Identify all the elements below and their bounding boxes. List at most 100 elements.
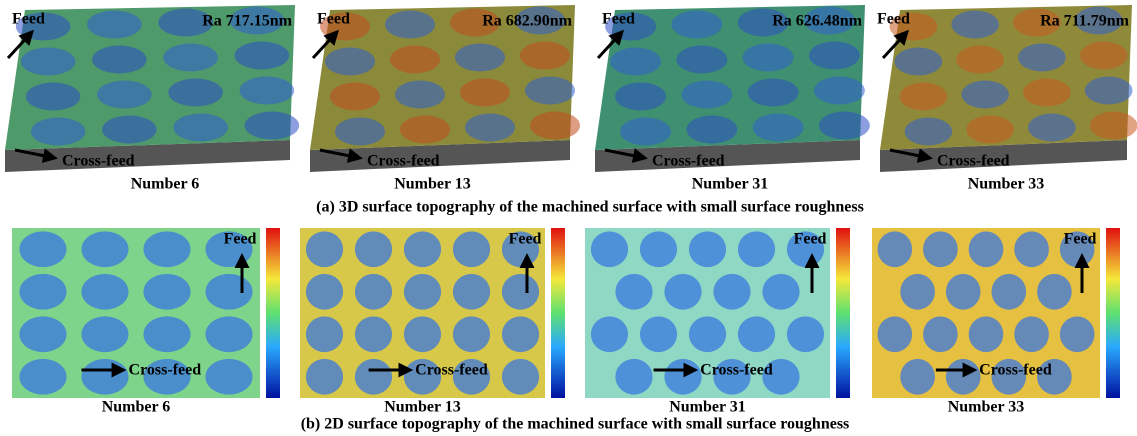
feed-label: Feed (877, 11, 910, 28)
surface-dimple (330, 83, 380, 111)
panel-label: Number 6 (102, 399, 171, 416)
surface-dimple (390, 46, 440, 74)
figure: Ra 717.15nmFeedCross-feedNumber 6Ra 682.… (0, 0, 1137, 436)
surface-dimple (325, 48, 375, 76)
surface-dimple (748, 79, 799, 107)
surface-dimple (530, 112, 580, 140)
surface-dimple (753, 114, 804, 142)
panel-label: Number 13 (384, 399, 461, 416)
map-dimple (640, 316, 677, 352)
cross-feed-label: Cross-feed (129, 362, 202, 379)
map-dimple (900, 274, 935, 310)
map-dimple (640, 231, 677, 267)
surface-dimple (102, 116, 157, 144)
map-dimple (923, 316, 958, 352)
feed-label: Feed (509, 231, 542, 248)
surface-dimple (455, 44, 505, 72)
map-dimple (502, 359, 539, 395)
surface-dimple (620, 118, 671, 146)
feed-label: Feed (794, 231, 827, 248)
surface-dimple (240, 77, 295, 105)
colorbar (266, 228, 280, 398)
map-dimple (453, 274, 490, 310)
map-dimple (143, 316, 190, 352)
map-dimple (969, 316, 1004, 352)
map-dimple (355, 316, 392, 352)
panel-label: Number 6 (131, 176, 200, 193)
surface-dimple (809, 42, 860, 70)
surface-dimple (26, 83, 81, 111)
cross-feed-label: Cross-feed (700, 362, 773, 379)
map-dimple (502, 316, 539, 352)
map-dimple (762, 274, 799, 310)
map-dimple (453, 231, 490, 267)
surface-dimple (245, 112, 300, 140)
surface-dimple (681, 81, 732, 109)
surface-3d (880, 5, 1137, 172)
map-dimple (453, 316, 490, 352)
map-dimple (143, 231, 190, 267)
surface-dimple (1028, 114, 1076, 142)
surface-dimple (465, 114, 515, 142)
surface-dimple (671, 11, 722, 39)
panel-label: Number 33 (968, 176, 1045, 193)
cross-feed-label: Cross-feed (367, 153, 440, 170)
map-dimple (306, 231, 343, 267)
surface-dimple (956, 46, 1004, 74)
ra-label: Ra 626.48nm (772, 13, 862, 30)
map-dimple (404, 274, 441, 310)
map-dimple (143, 274, 190, 310)
map-dimple (81, 359, 128, 395)
surface-dimple (168, 79, 223, 107)
surface-3d (595, 5, 870, 172)
map-dimple (502, 274, 539, 310)
colorbar (551, 228, 565, 398)
panel-label: Number 31 (669, 399, 746, 416)
surface-dimple (966, 116, 1014, 144)
surface-dimple (520, 42, 570, 70)
surface-dimple (87, 11, 142, 39)
map-dimple (1060, 316, 1095, 352)
surface-dimple (395, 81, 445, 109)
map-dimple (591, 231, 628, 267)
caption-a: (a) 3D surface topography of the machine… (316, 199, 864, 216)
map-dimple (81, 231, 128, 267)
map-dimple (615, 359, 652, 395)
map-dimple (738, 316, 775, 352)
surface-dimple (1080, 42, 1128, 70)
map-dimple (306, 274, 343, 310)
map-dimple (1014, 316, 1049, 352)
map-dimple (969, 231, 1004, 267)
map-dimple (946, 359, 981, 395)
page: Ra 717.15nmFeedCross-feedNumber 6Ra 682.… (0, 0, 1137, 436)
surface-dimple (1085, 77, 1133, 105)
map-dimple (946, 274, 981, 310)
map-dimple (306, 316, 343, 352)
feed-label: Feed (1064, 231, 1097, 248)
map-dimple (689, 231, 726, 267)
cross-feed-label: Cross-feed (652, 153, 725, 170)
map-dimple (355, 274, 392, 310)
surface-dimple (615, 83, 666, 111)
map-dimple (19, 274, 66, 310)
map-dimple (738, 231, 775, 267)
map-dimple (664, 359, 701, 395)
surface-dimple (400, 116, 450, 144)
map-dimple (877, 231, 912, 267)
surface-dimple (525, 77, 575, 105)
feed-label: Feed (602, 11, 635, 28)
map-dimple (1014, 231, 1049, 267)
surface-dimple (92, 46, 147, 74)
map-dimple (205, 359, 252, 395)
caption-b: (b) 2D surface topography of the machine… (301, 416, 850, 433)
surface-dimple (819, 112, 870, 140)
feed-label: Feed (317, 11, 350, 28)
panel-label: Number 31 (692, 176, 769, 193)
map-dimple (591, 316, 628, 352)
map-dimple (19, 316, 66, 352)
map-dimple (900, 359, 935, 395)
surface-3d (310, 5, 580, 172)
panel-label: Number 13 (394, 176, 471, 193)
surface-dimple (385, 11, 435, 39)
map-dimple (923, 231, 958, 267)
